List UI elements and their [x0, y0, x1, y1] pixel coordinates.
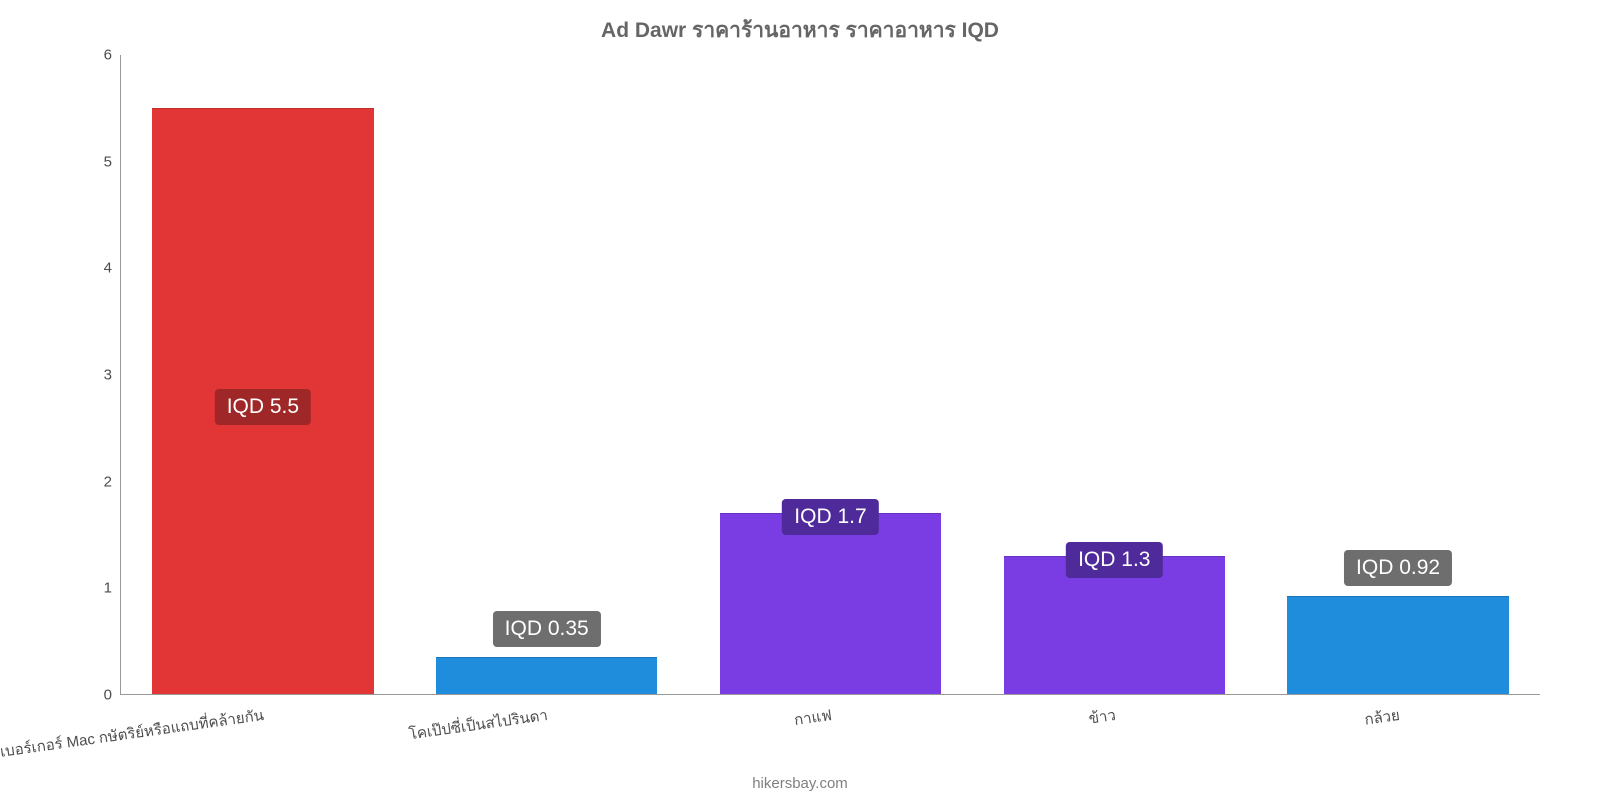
y-tick-label: 0: [104, 687, 112, 704]
bar: IQD 0.92: [1287, 596, 1508, 694]
bar: IQD 5.5: [152, 108, 373, 694]
bar-slot: IQD 5.5: [121, 55, 405, 694]
y-tick-label: 5: [104, 153, 112, 170]
bar-value-label: IQD 1.7: [782, 499, 878, 535]
x-label: กาแฟ: [793, 703, 834, 732]
bar-value-label: IQD 0.35: [493, 611, 601, 647]
y-axis-ticks: 0 1 2 3 4 5 6: [0, 55, 120, 695]
y-tick-label: 6: [104, 47, 112, 64]
bar-slot: IQD 0.92: [1256, 55, 1540, 694]
y-tick-label: 3: [104, 367, 112, 384]
x-label: ข้าว: [1087, 703, 1117, 731]
bar: IQD 1.3: [1004, 556, 1225, 694]
x-label: โคเป๊ปซี่เป็นสไปรินดา: [407, 703, 549, 746]
chart-title: Ad Dawr ราคาร้านอาหาร ราคาอาหาร IQD: [0, 0, 1600, 47]
y-tick-label: 2: [104, 473, 112, 490]
y-tick-label: 1: [104, 580, 112, 597]
bar: IQD 0.35: [436, 657, 657, 694]
bar-slot: IQD 1.3: [972, 55, 1256, 694]
bar-value-label: IQD 1.3: [1066, 542, 1162, 578]
bar-value-label: IQD 5.5: [215, 389, 311, 425]
plot-area: IQD 5.5 IQD 0.35 IQD 1.7 IQD 1.3: [120, 55, 1540, 695]
x-label: เบอร์เกอร์ Mac กษัตริย์หรือแถบที่คล้ายกั…: [0, 703, 265, 764]
bar-slot: IQD 1.7: [689, 55, 973, 694]
bar-value-label: IQD 0.92: [1344, 550, 1452, 586]
bar: IQD 1.7: [720, 513, 941, 694]
chart-container: Ad Dawr ราคาร้านอาหาร ราคาอาหาร IQD 0 1 …: [0, 0, 1600, 800]
x-label: กล้วย: [1363, 703, 1401, 732]
credit-text: hikersbay.com: [0, 775, 1600, 792]
y-tick-label: 4: [104, 260, 112, 277]
bar-slot: IQD 0.35: [405, 55, 689, 694]
bars-group: IQD 5.5 IQD 0.35 IQD 1.7 IQD 1.3: [121, 55, 1540, 694]
